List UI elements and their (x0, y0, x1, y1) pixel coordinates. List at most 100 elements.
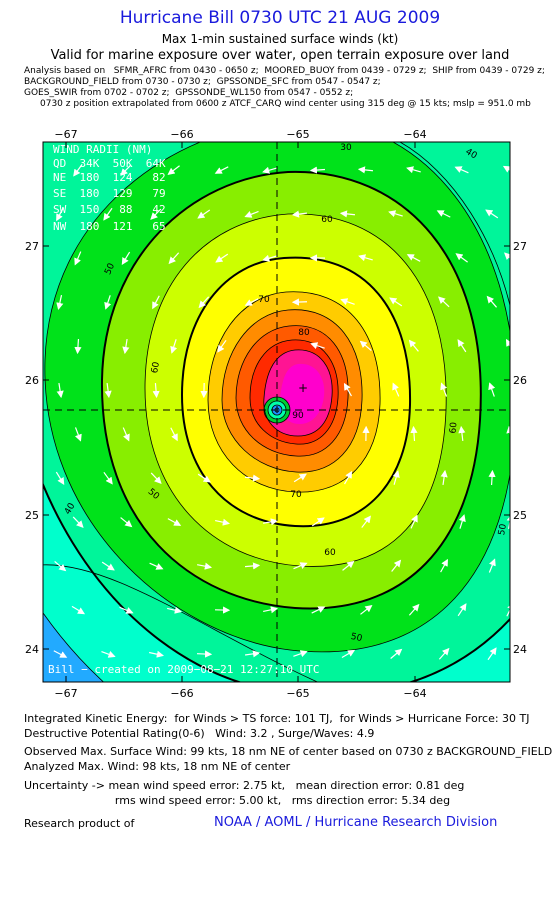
wind-arrow (342, 560, 355, 571)
wind-arrow (406, 254, 421, 262)
wind-arrow (101, 561, 115, 571)
wind-arrow (410, 514, 418, 529)
wind-arrow (150, 208, 162, 220)
wind-arrow (506, 425, 510, 439)
wind-arrow (167, 518, 182, 526)
wind-arrow (74, 251, 82, 266)
observed-max-line: Observed Max. Surface Wind: 99 kts, 18 n… (24, 745, 553, 758)
contour-label: 60 (449, 421, 460, 434)
wind-arrow (457, 603, 467, 617)
wind-arrow (217, 339, 227, 353)
wind-arrow (149, 650, 165, 658)
wind-arrow (104, 382, 112, 399)
wind-arrow (340, 298, 355, 306)
contour-label: 70 (290, 490, 302, 500)
contour-label: 70 (258, 295, 270, 305)
wind-arrow (486, 295, 498, 308)
wind-arrow (360, 604, 373, 615)
wind-arrow (390, 648, 403, 659)
wind-arrow (485, 209, 499, 219)
longitude-labels-bottom: −67 −66 −65 −64 (54, 687, 426, 700)
wind-arrow (73, 164, 83, 177)
contour-label: 60 (150, 361, 162, 374)
wind-arrow (406, 166, 421, 174)
lon-label: −67 (54, 128, 77, 141)
creation-credit: Bill − created on 2009−08−21 12:27:10 UT… (48, 663, 320, 676)
wind-arrow (503, 252, 510, 260)
wind-arrow (458, 425, 466, 442)
contour-label: 50 (103, 262, 117, 277)
wind-arrow (120, 164, 132, 176)
map-subtitle: Max 1-min sustained surface winds (kt) (161, 32, 399, 46)
analyzed-max-line: Analyzed Max. Wind: 98 kts, 18 nm NE of … (24, 760, 291, 773)
wind-arrow (359, 340, 372, 351)
max-wind-marker: + (298, 381, 308, 395)
latitude-labels-right: 27 26 25 24 (513, 240, 527, 656)
wind-arrow (438, 296, 450, 308)
wind-arrow (263, 518, 279, 526)
wind-arrow (343, 382, 352, 397)
wind-arrow (410, 425, 418, 442)
lat-label: 24 (513, 643, 527, 656)
validity-note: Valid for marine exposure over water, op… (50, 48, 510, 63)
wind-arrow (293, 473, 307, 483)
wind-arrow (458, 514, 466, 529)
wind-arrow (244, 650, 261, 658)
wind-arrow (358, 254, 373, 262)
wind-arrow (392, 470, 400, 485)
lat-label: 25 (513, 509, 527, 522)
wind-arrow (55, 471, 65, 485)
lon-label: −65 (286, 687, 309, 700)
wind-radii-table: WIND RADII (NM) QD 34K 50K 64K NE 180 12… (53, 143, 166, 233)
wind-arrow (74, 427, 82, 442)
wind-arrow (56, 295, 64, 311)
wind-radii-ne: NE 180 124 82 (53, 171, 166, 184)
destructive-rating-line: Destructive Potential Rating(0-6) Wind: … (24, 727, 375, 740)
wind-arrow (150, 472, 162, 484)
analysis-line-3: GOES_SWIR from 0702 - 0702 z; GPSSONDE_W… (24, 88, 354, 98)
ike-line: Integrated Kinetic Energy: for Winds > T… (24, 712, 530, 725)
wind-arrow (389, 297, 403, 307)
wind-arrow (214, 166, 229, 174)
wind-arrow (488, 382, 496, 397)
wind-arrow (196, 650, 213, 658)
lon-label: −64 (403, 687, 426, 700)
wind-arrow (53, 650, 68, 658)
lon-label: −66 (170, 128, 193, 141)
wind-arrow (197, 473, 211, 483)
wind-arrow (244, 298, 259, 306)
wind-arrow (392, 382, 400, 397)
contour-label: 90 (292, 411, 304, 421)
axis-ticks (43, 142, 510, 682)
wind-arrow (344, 470, 353, 485)
wind-arrow (361, 515, 371, 528)
wind-arrow (293, 650, 308, 658)
wind-arrow (311, 517, 325, 527)
contour-label: 30 (340, 143, 352, 153)
wind-radii-title: WIND RADII (NM) (53, 143, 152, 156)
organization-link[interactable]: NOAA / AOML / Hurricane Research Divisio… (214, 815, 498, 830)
wind-radii-se: SE 180 129 79 (53, 187, 166, 200)
wind-arrow (54, 561, 67, 572)
wind-arrow (357, 166, 374, 174)
lat-label: 25 (25, 509, 39, 522)
contour-label: 60 (324, 548, 336, 558)
analysis-line-2: BACKGROUND_FIELD from 0730 - 0730 z; GPS… (24, 77, 381, 87)
lat-label: 26 (25, 374, 39, 387)
lat-label: 24 (25, 643, 39, 656)
wind-arrow (388, 210, 403, 218)
wind-arrow (71, 605, 86, 615)
longitude-labels-top: −67 −66 −65 −64 (54, 128, 426, 141)
lat-label: 27 (25, 240, 39, 253)
wind-arrow (391, 559, 402, 572)
wind-arrow (120, 517, 133, 528)
wind-arrow (215, 253, 229, 263)
wind-arrow (506, 513, 510, 529)
wind-arrow (440, 382, 448, 397)
center-crosshair (43, 142, 510, 682)
wind-arrow (262, 254, 277, 262)
wind-arrow (440, 558, 448, 573)
lon-label: −64 (403, 128, 426, 141)
wind-arrow (487, 647, 497, 661)
wind-arrow (457, 339, 467, 353)
